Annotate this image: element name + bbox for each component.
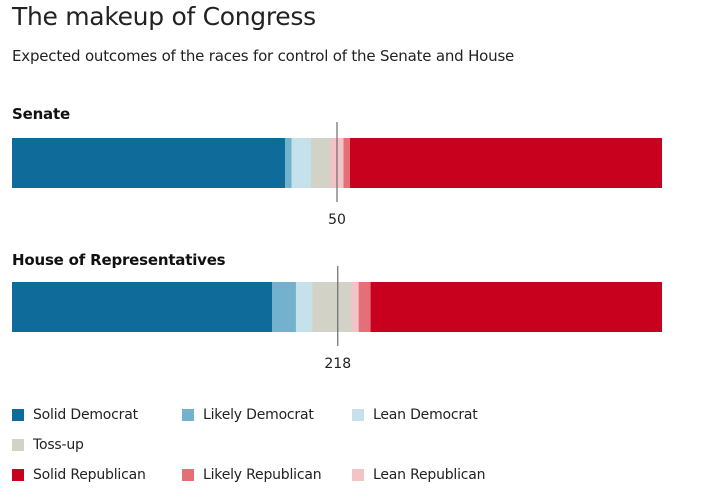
house-bar-chart: 218 — [12, 266, 662, 372]
legend-label: Lean Democrat — [373, 407, 478, 423]
legend-item-solid-republican: Solid Republican — [12, 460, 146, 490]
bar-segment-likely-democrat — [285, 138, 292, 188]
bar-segment-lean-democrat — [295, 282, 313, 332]
bar-segment-likely-republican — [358, 282, 371, 332]
legend-label: Toss-up — [33, 437, 84, 453]
legend-label: Solid Republican — [33, 467, 146, 483]
bar-segment-solid-republican — [370, 282, 662, 332]
bar-segment-toss-up — [311, 138, 331, 188]
legend-item-lean-democrat: Lean Democrat — [352, 400, 478, 430]
legend-swatch — [352, 409, 364, 421]
bar-segment-solid-republican — [350, 138, 662, 188]
legend-item-toss-up: Toss-up — [12, 430, 84, 460]
legend: Solid Democrat Likely Democrat Lean Demo… — [12, 400, 712, 496]
legend-item-likely-democrat: Likely Democrat — [182, 400, 314, 430]
legend-swatch — [182, 469, 194, 481]
legend-label: Likely Republican — [203, 467, 322, 483]
majority-threshold-label: 218 — [324, 356, 351, 372]
house-label: House of Representatives — [12, 251, 226, 269]
legend-label: Lean Republican — [373, 467, 486, 483]
bar-segment-lean-democrat — [291, 138, 312, 188]
bar-segment-likely-democrat — [272, 282, 297, 332]
chart-subtitle: Expected outcomes of the races for contr… — [12, 47, 515, 65]
bar-segment-solid-democrat — [12, 138, 286, 188]
legend-item-solid-democrat: Solid Democrat — [12, 400, 138, 430]
legend-label: Likely Democrat — [203, 407, 314, 423]
chart-title: The makeup of Congress — [12, 2, 316, 31]
legend-label: Solid Democrat — [33, 407, 138, 423]
legend-swatch — [12, 439, 24, 451]
legend-swatch — [12, 409, 24, 421]
majority-threshold-label: 50 — [328, 212, 346, 228]
bar-segment-toss-up — [312, 282, 352, 332]
senate-label: Senate — [12, 105, 70, 123]
legend-swatch — [352, 469, 364, 481]
legend-item-lean-republican: Lean Republican — [352, 460, 486, 490]
bar-segment-solid-democrat — [12, 282, 273, 332]
legend-item-likely-republican: Likely Republican — [182, 460, 322, 490]
bar-segment-likely-republican — [343, 138, 351, 188]
senate-bar-chart: 50 — [12, 122, 662, 228]
bar-segment-lean-republican — [351, 282, 359, 332]
legend-swatch — [12, 469, 24, 481]
legend-swatch — [182, 409, 194, 421]
